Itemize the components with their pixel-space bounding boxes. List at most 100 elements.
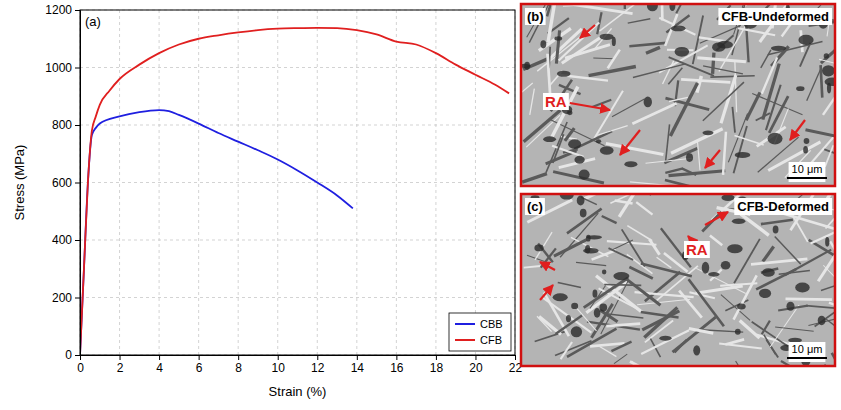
arrow (570, 103, 610, 110)
x-tick-label: 16 (390, 361, 404, 375)
lath (609, 248, 634, 260)
dark-phase (577, 196, 585, 206)
lath (720, 283, 757, 286)
dark-phase (795, 283, 810, 293)
lath (629, 43, 666, 46)
lath (669, 57, 714, 76)
grid-line-x (396, 10, 397, 355)
x-tick-mark (120, 355, 121, 360)
lath (761, 50, 771, 68)
lath (682, 169, 696, 175)
y-axis-title: Stress (MPa) (12, 145, 27, 221)
panel-label: (a) (85, 14, 101, 29)
lath (698, 141, 701, 170)
lath (719, 344, 762, 349)
x-tick: 0 (77, 355, 84, 375)
lath (825, 145, 833, 166)
grid-line-y (80, 240, 515, 241)
legend-swatch (455, 323, 475, 325)
arrow (620, 130, 640, 155)
dark-phase (624, 161, 637, 167)
dark-phase (773, 225, 779, 233)
lath (669, 171, 726, 176)
micrograph-title: CFB-Deformed (737, 199, 829, 214)
lath (703, 82, 744, 121)
x-tick-label: 2 (117, 361, 124, 375)
lath (527, 200, 572, 222)
dark-phase (599, 303, 607, 311)
lath (530, 89, 535, 115)
lath (592, 100, 611, 107)
x-tick-mark (436, 355, 437, 360)
lath (604, 313, 644, 318)
lath (752, 94, 802, 115)
lath (522, 174, 547, 182)
grid-line-x (198, 10, 199, 355)
y-tick-label: 1000 (45, 61, 72, 75)
y-axis-line (75, 11, 81, 356)
arrow (705, 212, 728, 225)
lath (740, 321, 760, 339)
lath (786, 298, 832, 301)
label-patch (684, 241, 710, 258)
dark-phase (702, 262, 709, 274)
dark-phase (768, 133, 783, 145)
lath (806, 306, 835, 311)
x-tick: 4 (156, 355, 163, 375)
dark-phase (762, 268, 775, 277)
dark-phase (580, 209, 587, 218)
dark-phase (708, 272, 719, 277)
y-tick-mark (75, 298, 80, 299)
y-tick-mark (75, 125, 80, 126)
lath (554, 240, 587, 257)
lath (666, 15, 689, 32)
dark-phase (586, 235, 591, 242)
lath (725, 300, 748, 311)
y-tick-mark (75, 68, 80, 69)
dark-phase (659, 336, 671, 341)
lath (746, 92, 760, 120)
grid-line-y (80, 297, 515, 298)
y-tick-label: 800 (52, 118, 72, 132)
dark-phase (602, 269, 607, 274)
lath (646, 47, 660, 53)
lath (763, 247, 774, 262)
lath (527, 4, 557, 37)
dark-phase (596, 139, 601, 143)
dark-phase (827, 83, 831, 94)
label-patch (543, 93, 569, 110)
lath (553, 172, 604, 183)
lath (666, 124, 670, 161)
lath (565, 45, 610, 58)
dark-phase (554, 36, 562, 40)
x-tick-label: 8 (235, 361, 242, 375)
y-tick-label: 200 (52, 291, 72, 305)
arrow (705, 150, 720, 168)
scale-bar (787, 177, 827, 179)
lath (696, 286, 743, 293)
dark-phase (600, 34, 614, 40)
series-line (80, 110, 353, 355)
lath (732, 107, 735, 133)
grid-line-y (80, 182, 515, 183)
lath (689, 279, 724, 326)
dark-phase (693, 345, 700, 355)
lath (823, 90, 835, 115)
x-tick: 10 (272, 355, 286, 375)
x-axis-line (81, 356, 516, 361)
micrograph-texture (524, 194, 835, 366)
scale-bar-label: 10 μm (792, 343, 823, 355)
y-tick: 200 (52, 291, 80, 305)
lath (590, 343, 624, 346)
lath (565, 128, 574, 141)
grid-line-x (475, 10, 476, 355)
micrograph-panel: (c)CFB-DeformedRA10 μm (521, 173, 841, 410)
lath (649, 239, 659, 254)
dark-phase (613, 272, 629, 280)
lath (591, 304, 612, 338)
series-line (80, 28, 509, 355)
dark-phase (566, 315, 571, 322)
lath (659, 18, 695, 35)
x-tick: 6 (196, 355, 203, 375)
lath (792, 214, 808, 242)
